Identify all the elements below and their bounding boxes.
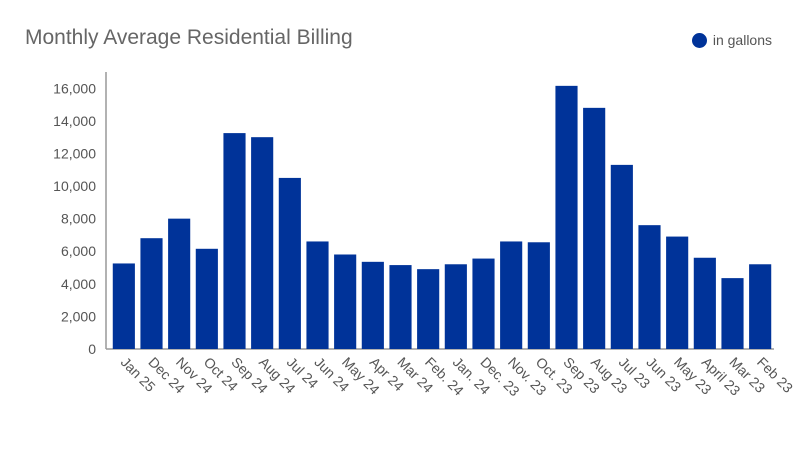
y-tick-label: 2,000	[61, 308, 96, 324]
chart-title: Monthly Average Residential Billing	[25, 26, 353, 49]
bar[interactable]	[334, 254, 357, 349]
bar[interactable]	[361, 261, 384, 349]
y-tick-label: 10,000	[53, 178, 96, 194]
legend-swatch	[691, 32, 707, 48]
bar[interactable]	[610, 164, 633, 349]
bar[interactable]	[638, 225, 661, 349]
bar[interactable]	[417, 269, 440, 349]
bar[interactable]	[721, 278, 744, 349]
y-tick-label: 4,000	[61, 276, 96, 292]
bar[interactable]	[278, 177, 301, 349]
bar[interactable]	[583, 107, 606, 349]
bar[interactable]	[140, 238, 163, 349]
bar[interactable]	[168, 218, 191, 349]
y-tick-label: 6,000	[61, 243, 96, 259]
y-tick-label: 0	[88, 341, 96, 357]
y-tick-label: 12,000	[53, 145, 96, 161]
legend-label: in gallons	[712, 32, 772, 48]
bar[interactable]	[693, 257, 716, 349]
bar[interactable]	[500, 241, 523, 349]
bar[interactable]	[223, 133, 246, 349]
bar[interactable]	[251, 137, 274, 349]
bar[interactable]	[444, 264, 467, 349]
y-tick-label: 16,000	[53, 80, 96, 96]
bar[interactable]	[389, 265, 412, 349]
y-tick-label: 8,000	[61, 211, 96, 227]
y-tick-label: 14,000	[53, 113, 96, 129]
bar[interactable]	[527, 242, 550, 349]
bar[interactable]	[472, 258, 495, 349]
bar[interactable]	[195, 248, 218, 349]
bar[interactable]	[749, 264, 772, 349]
bar[interactable]	[555, 85, 578, 349]
bar[interactable]	[666, 236, 689, 349]
bar[interactable]	[306, 241, 329, 349]
legend[interactable]: in gallons	[691, 32, 772, 48]
bar[interactable]	[112, 263, 135, 349]
